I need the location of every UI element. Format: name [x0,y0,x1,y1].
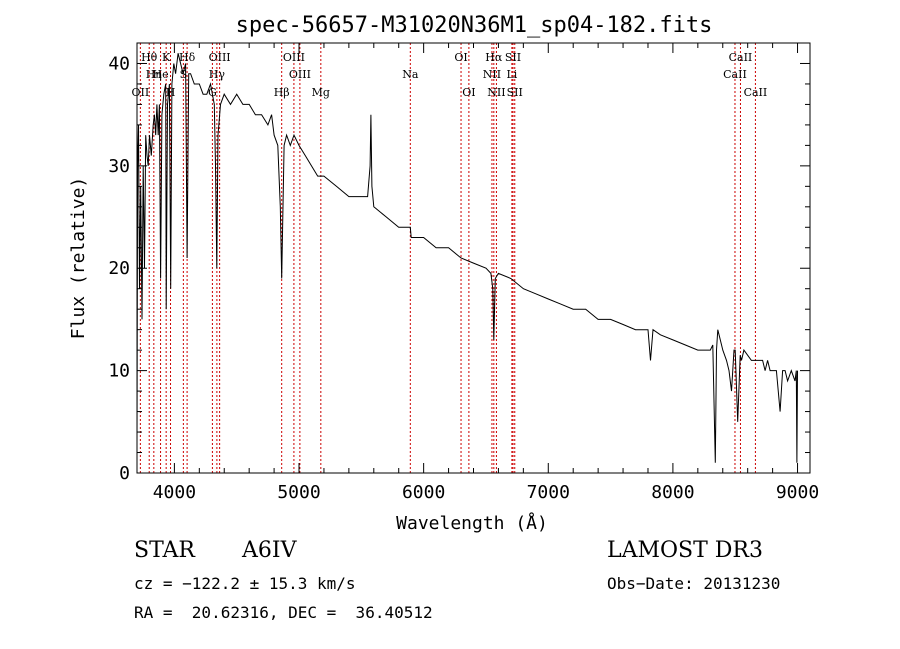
x-tick-label-1: 5000 [277,482,320,503]
sky-coordinates: RA = 20.62316, DEC = 36.40512 [134,603,433,622]
line-label-17: OI [462,86,475,99]
line-label-25: CaII [723,68,747,81]
line-label-12: OIII [289,68,311,81]
line-label-4: K [162,51,171,64]
y-tick-label-2: 20 [108,258,130,279]
line-label-22: Li [506,68,517,81]
line-label-0: Hθ [141,51,158,64]
chart-title: spec-56657-M31020N36M1_sp04-182.fits [236,13,713,38]
line-label-6: Hδ [179,51,196,64]
survey-name: LAMOST DR3 [607,538,763,563]
line-label-19: NII [483,68,501,81]
y-axis-label: Flux (relative) [68,177,89,340]
x-tick-label-5: 9000 [776,482,819,503]
flux-series-line [136,53,798,463]
line-label-21: SII [505,51,521,64]
x-tick-label-0: 4000 [153,482,196,503]
line-label-24: CaII [729,51,753,64]
y-tick-label-0: 0 [119,463,130,484]
spectral-line-markers [139,43,756,473]
line-label-7: S [180,68,188,81]
line-label-20: NII [487,86,505,99]
line-label-5: H [166,86,176,99]
line-label-18: Hα [485,51,503,64]
line-label-2: Hη [146,68,162,81]
line-label-8: OIII [209,51,231,64]
line-label-13: Hβ [274,86,290,99]
x-axis-label: Wavelength (Å) [396,512,548,534]
line-label-11: OIII [283,51,305,64]
y-axis: 0 10 20 30 40 [108,42,810,484]
y-tick-label-4: 40 [108,53,130,74]
line-label-1: OII [132,86,150,99]
object-subclass: A6IV [242,538,297,563]
line-label-14: Mg [312,86,330,99]
line-label-9: Hγ [209,68,226,81]
line-label-23: SII [507,86,523,99]
x-tick-label-3: 7000 [527,482,570,503]
y-tick-label-1: 10 [108,361,130,382]
x-axis: 4000 5000 6000 7000 8000 9000 [153,43,819,503]
line-label-26: CaII [744,86,768,99]
x-tick-label-2: 6000 [402,482,445,503]
plot-frame [136,42,811,474]
object-class: STAR [134,538,195,563]
x-tick-label-4: 8000 [651,482,694,503]
line-label-16: OI [454,51,467,64]
y-tick-label-3: 30 [108,156,130,177]
redshift-readout: cz = −122.2 ± 15.3 km/s [134,574,356,593]
observation-date: Obs−Date: 20131230 [607,574,781,593]
line-label-15: Na [402,68,419,81]
line-label-3: He [153,68,169,81]
